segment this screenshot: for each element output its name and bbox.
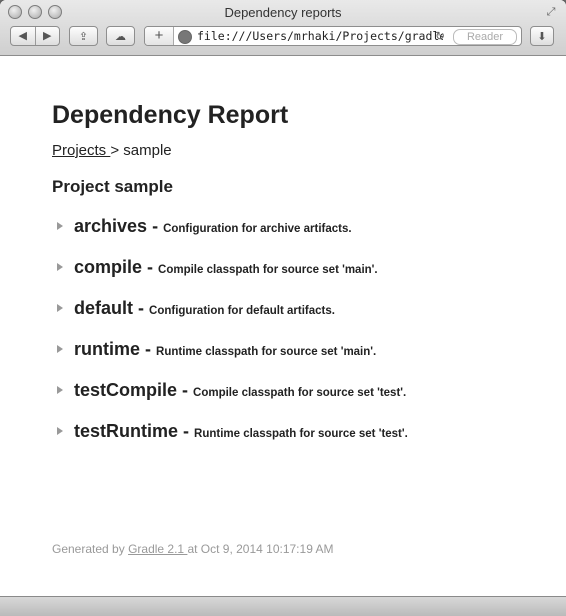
config-name: runtime	[74, 339, 141, 359]
footer-timestamp: at Oct 9, 2014 10:17:19 AM	[187, 542, 334, 556]
url-field[interactable]: file:///Users/mrhaki/Projects/gradle-de	[197, 29, 443, 43]
back-icon[interactable]: ◀	[18, 30, 27, 42]
disclosure-triangle-icon[interactable]	[57, 386, 63, 394]
config-description: Compile classpath for source set 'test'.	[193, 387, 407, 399]
config-name: testRuntime	[74, 421, 179, 441]
cloud-icon: ☁	[115, 31, 126, 43]
share-icon: ⇪	[78, 31, 89, 43]
config-description: Runtime classpath for source set 'test'.	[194, 428, 408, 440]
breadcrumb: Projects > sample	[52, 142, 172, 159]
share-button[interactable]: ⇪	[69, 26, 98, 46]
page-title: Dependency Report	[52, 101, 289, 129]
configuration-list: archives - Configuration for archive artif…	[52, 216, 552, 462]
config-item-compile[interactable]: compile - Compile classpath for source set…	[52, 257, 552, 298]
config-description: Configuration for archive artifacts.	[163, 223, 352, 235]
config-description: Runtime classpath for source set 'main'.	[156, 346, 377, 358]
add-icon[interactable]: +	[145, 27, 174, 45]
minimize-window-button[interactable]	[28, 5, 42, 19]
config-name: default	[74, 298, 134, 318]
config-description: Configuration for default artifacts.	[149, 305, 335, 317]
config-name: compile	[74, 257, 143, 277]
download-icon: ⬇	[537, 31, 547, 43]
back-forward-buttons: ◀ ▶	[10, 26, 60, 46]
browser-toolbar: ◀ ▶ ⇪ ☁ + file:///Users/mrhaki/Projects/…	[0, 25, 566, 49]
gradle-version-link[interactable]: Gradle 2.1	[128, 542, 188, 556]
fullscreen-icon[interactable]: ⤢	[546, 6, 556, 18]
disclosure-triangle-icon[interactable]	[57, 427, 63, 435]
disclosure-triangle-icon[interactable]	[57, 304, 63, 312]
window-controls	[8, 5, 62, 19]
config-separator: -	[138, 298, 145, 318]
breadcrumb-projects-link[interactable]: Projects	[52, 142, 111, 159]
reader-button[interactable]: Reader	[453, 29, 517, 45]
window-bottom-bar	[0, 596, 566, 616]
download-button[interactable]: ⬇	[530, 26, 554, 46]
config-name: testCompile	[74, 380, 178, 400]
config-item-testruntime[interactable]: testRuntime - Runtime classpath for source…	[52, 421, 552, 462]
config-separator: -	[147, 257, 154, 277]
reload-icon[interactable]: ↻	[435, 29, 446, 43]
report-footer: Generated by Gradle 2.1 at Oct 9, 2014 1…	[52, 542, 334, 556]
config-name: archives	[74, 216, 148, 236]
disclosure-triangle-icon[interactable]	[57, 263, 63, 271]
config-separator: -	[182, 380, 189, 400]
config-item-archives[interactable]: archives - Configuration for archive artif…	[52, 216, 552, 257]
config-separator: -	[152, 216, 159, 236]
zoom-window-button[interactable]	[48, 5, 62, 19]
config-item-runtime[interactable]: runtime - Runtime classpath for source set…	[52, 339, 552, 380]
close-window-button[interactable]	[8, 5, 22, 19]
globe-icon	[178, 30, 192, 44]
config-description: Compile classpath for source set 'main'.	[158, 264, 378, 276]
title-toolbar-area: Dependency reports ⤢ ◀ ▶ ⇪ ☁ + file:///U…	[0, 0, 566, 56]
breadcrumb-current: sample	[123, 142, 172, 159]
config-item-default[interactable]: default - Configuration for default artifa…	[52, 298, 552, 339]
icloud-tabs-button[interactable]: ☁	[106, 26, 135, 46]
page-content: Dependency Report Projects > sample Proj…	[0, 56, 566, 596]
address-bar[interactable]: + file:///Users/mrhaki/Projects/gradle-d…	[144, 26, 522, 46]
project-heading: Project sample	[52, 177, 173, 196]
window-title: Dependency reports	[224, 5, 342, 20]
breadcrumb-separator: >	[110, 142, 124, 159]
config-item-testcompile[interactable]: testCompile - Compile classpath for source…	[52, 380, 552, 421]
config-separator: -	[145, 339, 152, 359]
forward-icon[interactable]: ▶	[34, 27, 60, 45]
config-separator: -	[183, 421, 190, 441]
disclosure-triangle-icon[interactable]	[57, 222, 63, 230]
footer-prefix: Generated by	[52, 542, 129, 556]
disclosure-triangle-icon[interactable]	[57, 345, 63, 353]
